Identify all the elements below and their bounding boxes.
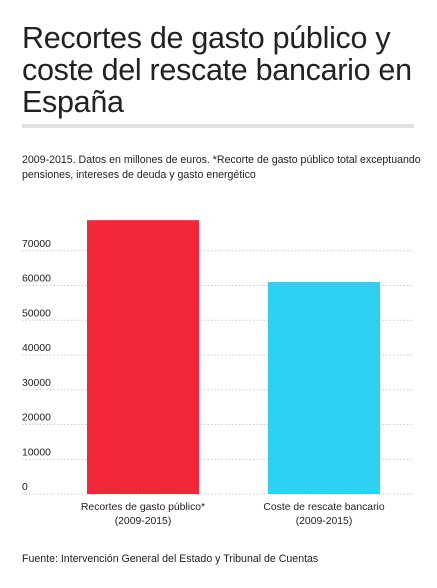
category-label-1-line-2: (2009-2015) (115, 516, 172, 527)
y-tick-label: 30000 (22, 378, 51, 389)
chart-title: Recortes de gasto público y coste del re… (22, 21, 412, 119)
x-axis-categories: Recortes de gasto público* (2009-2015) Cos… (81, 502, 385, 527)
title-divider (22, 124, 414, 128)
y-axis-ticks: 0 10000 20000 30000 40000 50000 60000 70000 (22, 239, 51, 493)
chart-source: Fuente: Intervención General del Estado … (22, 553, 319, 565)
bars (87, 220, 380, 495)
y-tick-label: 10000 (22, 447, 51, 458)
y-tick-label: 20000 (22, 413, 51, 424)
category-label-2-line-2: (2009-2015) (296, 516, 353, 527)
y-tick-label: 40000 (22, 343, 51, 354)
bar-1 (87, 220, 199, 495)
y-tick-label: 70000 (22, 239, 51, 250)
y-tick-label: 60000 (22, 274, 51, 285)
category-label-2-line-1: Coste de rescate bancario (263, 502, 385, 513)
bar-2 (268, 282, 380, 494)
y-tick-label: 0 (22, 482, 28, 493)
chart-subtitle: 2009-2015. Datos en millones de euros. *… (22, 154, 421, 181)
y-tick-label: 50000 (22, 308, 51, 319)
category-label-1-line-1: Recortes de gasto público* (81, 502, 205, 513)
